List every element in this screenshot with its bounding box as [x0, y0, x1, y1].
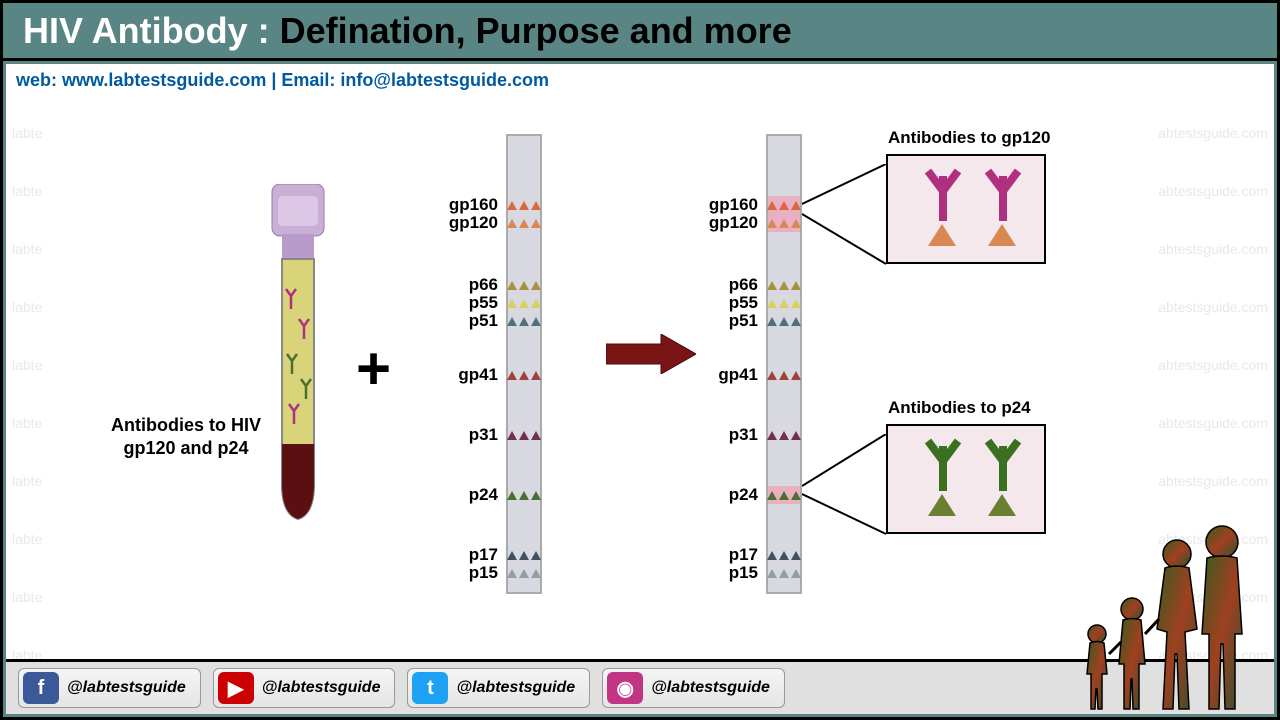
band-label-gp120: gp120 — [709, 213, 758, 233]
outer-frame: HIV Antibody : Defination, Purpose and m… — [0, 0, 1280, 720]
band-label-p55: p55 — [469, 293, 498, 313]
strip-before: gp160gp120 p66p55p51 gp41 p31 p24 p17p15 — [506, 134, 542, 594]
band-label-gp41: gp41 — [718, 365, 758, 385]
band-label-p31: p31 — [469, 425, 498, 445]
band-label-p15: p15 — [469, 563, 498, 583]
band-label-p17: p17 — [729, 545, 758, 565]
band-gp160: gp160 — [768, 196, 800, 214]
band-gp120: gp120 — [508, 214, 540, 232]
plus-icon: + — [356, 334, 391, 403]
band-p24: p24 — [508, 486, 540, 504]
band-p66: p66 — [508, 276, 540, 294]
social-youtube[interactable]: ▶ @labtestsguide — [213, 668, 396, 708]
callout-gp120: Antibodies to gp120 — [886, 154, 1046, 264]
band-label-p31: p31 — [729, 425, 758, 445]
band-p17: p17 — [768, 546, 800, 564]
band-label-p24: p24 — [729, 485, 758, 505]
watermark-left: labtelabtelabtelabtelabtelabtelabtelabte… — [12, 104, 42, 684]
social-handle: @labtestsguide — [651, 679, 770, 697]
band-gp41: gp41 — [768, 366, 800, 384]
facebook-icon: f — [23, 672, 59, 704]
band-p31: p31 — [508, 426, 540, 444]
band-p15: p15 — [508, 564, 540, 582]
tube-label: Antibodies to HIV gp120 and p24 — [86, 414, 286, 461]
family-icon — [1077, 514, 1267, 714]
youtube-icon: ▶ — [218, 672, 254, 704]
callout-gp120-title: Antibodies to gp120 — [888, 128, 1050, 148]
social-handle: @labtestsguide — [262, 679, 381, 697]
band-label-p15: p15 — [729, 563, 758, 583]
instagram-icon: ◉ — [607, 672, 643, 704]
band-p51: p51 — [508, 312, 540, 330]
antibody-p24-icon — [888, 426, 1048, 536]
band-p24: p24 — [768, 486, 800, 504]
band-p17: p17 — [508, 546, 540, 564]
twitter-icon: t — [412, 672, 448, 704]
band-label-p66: p66 — [729, 275, 758, 295]
header-bar: HIV Antibody : Defination, Purpose and m… — [3, 3, 1277, 61]
band-gp160: gp160 — [508, 196, 540, 214]
callout-line-p24 — [802, 434, 892, 544]
strip-after: gp160gp120 p66p55p51 gp41 p31 p24 p17p15 — [766, 134, 802, 594]
band-p31: p31 — [768, 426, 800, 444]
social-facebook[interactable]: f @labtestsguide — [18, 668, 201, 708]
callout-p24: Antibodies to p24 — [886, 424, 1046, 534]
band-label-p51: p51 — [469, 311, 498, 331]
band-label-gp160: gp160 — [449, 195, 498, 215]
title-black: Defination, Purpose and more — [280, 10, 792, 51]
band-gp41: gp41 — [508, 366, 540, 384]
band-label-p51: p51 — [729, 311, 758, 331]
band-gp120: gp120 — [768, 214, 800, 232]
band-label-gp160: gp160 — [709, 195, 758, 215]
social-handle: @labtestsguide — [67, 679, 186, 697]
band-label-p24: p24 — [469, 485, 498, 505]
band-label-p17: p17 — [469, 545, 498, 565]
page-title: HIV Antibody : Defination, Purpose and m… — [23, 10, 792, 52]
social-handle: @labtestsguide — [456, 679, 575, 697]
band-p15: p15 — [768, 564, 800, 582]
band-p55: p55 — [508, 294, 540, 312]
band-label-gp41: gp41 — [458, 365, 498, 385]
band-label-p55: p55 — [729, 293, 758, 313]
social-instagram[interactable]: ◉ @labtestsguide — [602, 668, 785, 708]
band-p66: p66 — [768, 276, 800, 294]
arrow-icon — [606, 334, 696, 374]
band-label-gp120: gp120 — [449, 213, 498, 233]
band-p55: p55 — [768, 294, 800, 312]
contact-line: web: www.labtestsguide.com | Email: info… — [6, 64, 1274, 97]
social-twitter[interactable]: t @labtestsguide — [407, 668, 590, 708]
band-label-p66: p66 — [469, 275, 498, 295]
callout-p24-title: Antibodies to p24 — [888, 398, 1031, 418]
antibody-gp120-icon — [888, 156, 1048, 266]
band-p51: p51 — [768, 312, 800, 330]
western-blot-diagram: Antibodies to HIV gp120 and p24 — [46, 124, 1234, 649]
title-white: HIV Antibody : — [23, 10, 280, 51]
blood-tube-icon — [266, 184, 330, 524]
callout-line-gp120 — [802, 164, 892, 284]
